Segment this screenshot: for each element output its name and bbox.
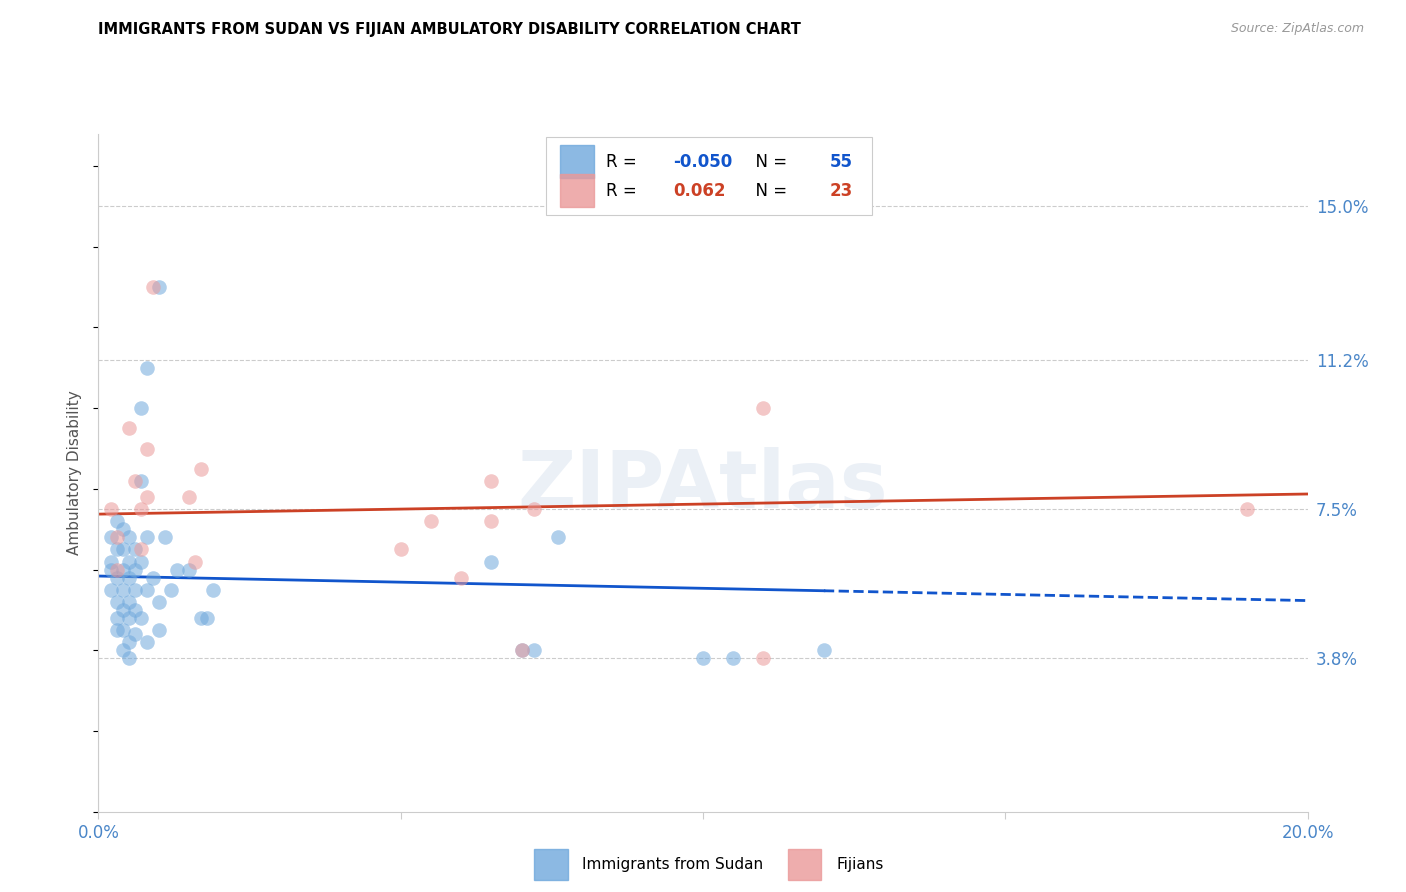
Point xyxy=(105,542,128,557)
Point xyxy=(202,582,225,597)
Point xyxy=(481,474,503,488)
Point xyxy=(129,502,152,516)
Point xyxy=(547,530,569,544)
Point xyxy=(450,571,472,585)
Point xyxy=(129,611,152,625)
Text: ZIPAtlas: ZIPAtlas xyxy=(517,447,889,525)
Point xyxy=(124,563,146,577)
Point xyxy=(118,651,141,665)
Point xyxy=(100,502,122,516)
Point xyxy=(111,563,134,577)
Point xyxy=(100,563,122,577)
FancyBboxPatch shape xyxy=(546,137,872,215)
Point xyxy=(105,563,128,577)
FancyBboxPatch shape xyxy=(787,849,821,880)
Point xyxy=(389,542,412,557)
Point xyxy=(510,643,533,657)
Point xyxy=(118,530,141,544)
Point xyxy=(100,582,122,597)
Point xyxy=(135,442,157,456)
Point xyxy=(195,611,218,625)
Text: Immigrants from Sudan: Immigrants from Sudan xyxy=(582,856,763,871)
Point xyxy=(118,571,141,585)
Point xyxy=(510,643,533,657)
Point xyxy=(100,555,122,569)
Point xyxy=(124,627,146,641)
Text: N =: N = xyxy=(745,182,793,200)
Point xyxy=(135,582,157,597)
Text: IMMIGRANTS FROM SUDAN VS FIJIAN AMBULATORY DISABILITY CORRELATION CHART: IMMIGRANTS FROM SUDAN VS FIJIAN AMBULATO… xyxy=(98,22,801,37)
Text: -0.050: -0.050 xyxy=(672,153,733,170)
Point xyxy=(129,542,152,557)
Text: 55: 55 xyxy=(830,153,853,170)
Point xyxy=(111,582,134,597)
Point xyxy=(129,555,152,569)
Point xyxy=(135,635,157,649)
Point xyxy=(118,421,141,435)
Point xyxy=(721,651,744,665)
Text: R =: R = xyxy=(606,182,648,200)
Point xyxy=(142,571,165,585)
FancyBboxPatch shape xyxy=(561,145,595,178)
FancyBboxPatch shape xyxy=(561,175,595,207)
Point xyxy=(481,514,503,528)
Point xyxy=(177,490,201,504)
Point xyxy=(160,582,183,597)
Point xyxy=(481,555,503,569)
Point xyxy=(184,555,207,569)
Point xyxy=(124,474,146,488)
Point xyxy=(148,280,170,294)
Point xyxy=(105,611,128,625)
Point xyxy=(190,611,212,625)
Text: N =: N = xyxy=(745,153,793,170)
Point xyxy=(135,490,157,504)
Point xyxy=(153,530,176,544)
Point xyxy=(692,651,714,665)
Point xyxy=(105,571,128,585)
Point xyxy=(124,603,146,617)
Point xyxy=(190,461,212,475)
Text: 0.062: 0.062 xyxy=(672,182,725,200)
Point xyxy=(148,595,170,609)
Point xyxy=(105,530,128,544)
Text: Fijians: Fijians xyxy=(837,856,883,871)
Text: R =: R = xyxy=(606,153,643,170)
Point xyxy=(118,595,141,609)
Point xyxy=(1236,502,1258,516)
Point xyxy=(166,563,188,577)
Point xyxy=(148,623,170,637)
Point xyxy=(523,643,546,657)
Point xyxy=(105,514,128,528)
Point xyxy=(111,623,134,637)
Point xyxy=(111,522,134,536)
Point xyxy=(129,401,152,416)
Point xyxy=(111,643,134,657)
Text: 23: 23 xyxy=(830,182,853,200)
Point xyxy=(124,542,146,557)
Point xyxy=(177,563,201,577)
Point xyxy=(813,643,835,657)
Point xyxy=(523,502,546,516)
Point xyxy=(135,360,157,375)
Y-axis label: Ambulatory Disability: Ambulatory Disability xyxy=(67,391,83,555)
Point xyxy=(129,474,152,488)
Point xyxy=(752,651,775,665)
Point xyxy=(124,582,146,597)
FancyBboxPatch shape xyxy=(534,849,568,880)
Point xyxy=(111,542,134,557)
Point xyxy=(142,280,165,294)
Point xyxy=(100,530,122,544)
Text: Source: ZipAtlas.com: Source: ZipAtlas.com xyxy=(1230,22,1364,36)
Point xyxy=(105,623,128,637)
Point xyxy=(105,595,128,609)
Point xyxy=(118,611,141,625)
Point xyxy=(111,603,134,617)
Point xyxy=(752,401,775,416)
Point xyxy=(419,514,441,528)
Point xyxy=(118,635,141,649)
Point xyxy=(135,530,157,544)
Point xyxy=(118,555,141,569)
